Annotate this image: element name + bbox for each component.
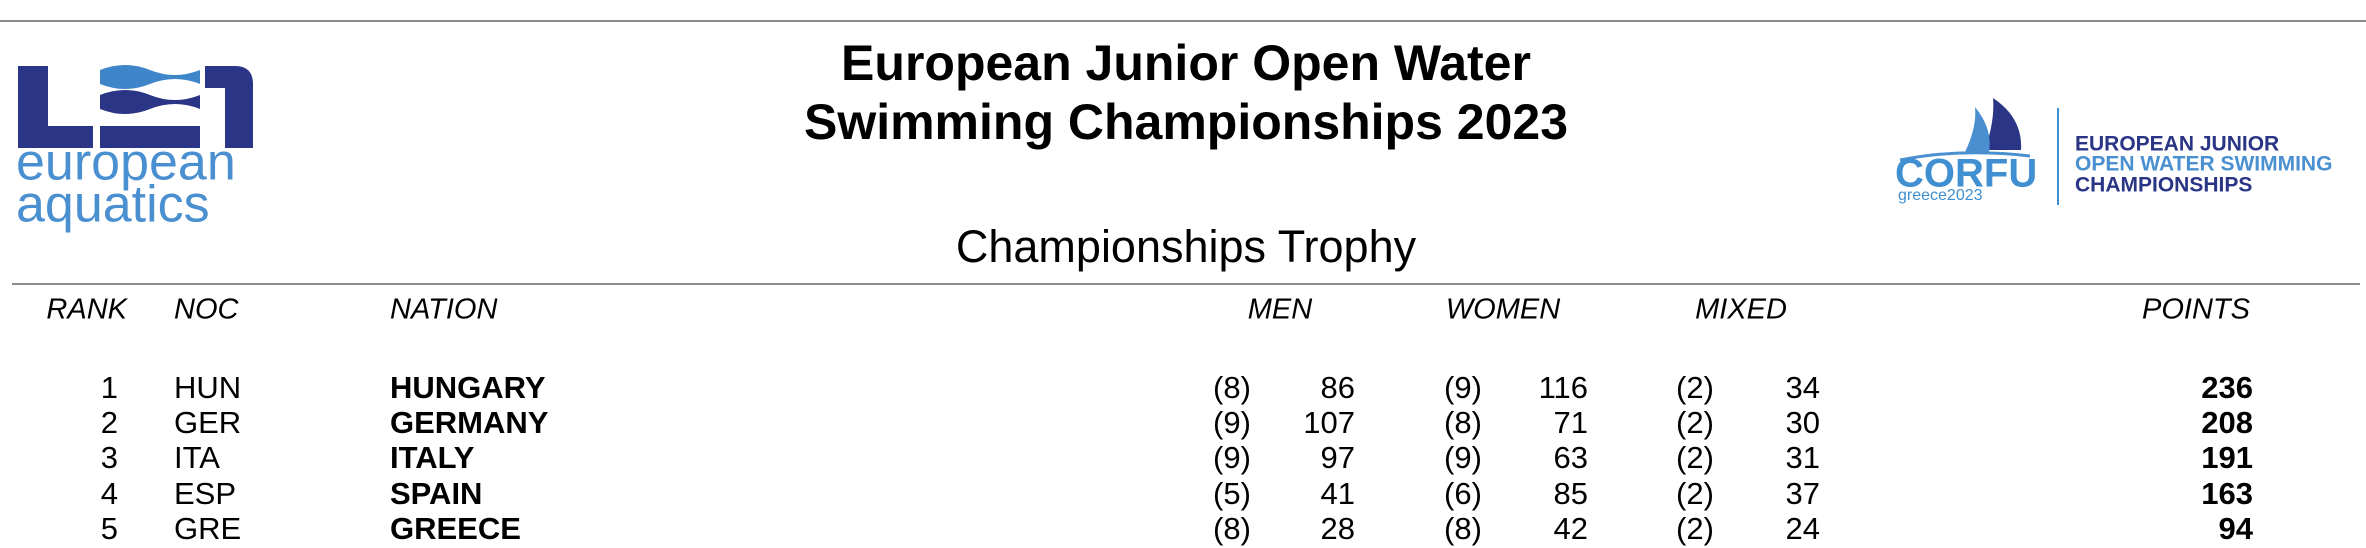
table-cell: (8) xyxy=(1444,405,1482,440)
table-cell: (6) xyxy=(1444,476,1482,511)
subtitle: Championships Trophy xyxy=(956,221,1417,272)
table-cell: HUN xyxy=(174,370,241,405)
table-cell: 163 xyxy=(2201,476,2253,511)
title: European Junior Open Water xyxy=(841,35,1531,91)
logo-text: greece2023 xyxy=(1898,187,1983,204)
table-cell: (2) xyxy=(1676,440,1714,475)
table-cell: (9) xyxy=(1444,440,1482,475)
table-cell: 28 xyxy=(1321,511,1355,546)
table-cell: 3 xyxy=(101,440,118,475)
table-cell: 86 xyxy=(1321,370,1355,405)
table-cell: 34 xyxy=(1786,370,1820,405)
table-cell: (8) xyxy=(1213,511,1251,546)
logo-text: OPEN WATER SWIMMING xyxy=(2075,153,2332,176)
logo-text: european xyxy=(16,134,236,192)
column-header: NOC xyxy=(174,294,240,326)
table: RANK NOC NATION MEN WOMEN MIXED POINTS 1 HUN HUNG… xyxy=(46,294,2253,547)
table-cell: 107 xyxy=(1303,405,1355,440)
table-cell: (9) xyxy=(1213,440,1251,475)
table-cell: ITALY xyxy=(390,440,475,475)
column-header: POINTS xyxy=(2142,294,2251,326)
logo-text: aquatics xyxy=(16,176,210,234)
table-cell: 31 xyxy=(1786,440,1820,475)
table-cell: 208 xyxy=(2201,405,2253,440)
table-cell: GREECE xyxy=(390,511,521,546)
table-cell: 30 xyxy=(1786,405,1820,440)
table-cell: GERMANY xyxy=(390,405,549,440)
logo-text: EUROPEAN JUNIOR xyxy=(2075,133,2279,156)
logo-text: CORFU xyxy=(1895,152,2037,196)
table-cell: 42 xyxy=(1554,511,1588,546)
table-cell: (5) xyxy=(1213,476,1251,511)
table-cell: 5 xyxy=(101,511,118,546)
table-cell: 63 xyxy=(1554,440,1588,475)
table-cell: (9) xyxy=(1444,370,1482,405)
table-cell: 37 xyxy=(1786,476,1820,511)
title: Swimming Championships 2023 xyxy=(804,94,1568,150)
table-cell: 1 xyxy=(101,370,118,405)
table-cell: 85 xyxy=(1554,476,1588,511)
table-cell: 236 xyxy=(2201,370,2253,405)
table-cell: ESP xyxy=(174,476,236,511)
table-cell: GRE xyxy=(174,511,241,546)
table-cell: HUNGARY xyxy=(390,370,546,405)
table-cell: 191 xyxy=(2201,440,2253,475)
table-cell: (2) xyxy=(1676,476,1714,511)
table-cell: (2) xyxy=(1676,405,1714,440)
table-cell: ITA xyxy=(174,440,220,475)
table-cell: GER xyxy=(174,405,241,440)
table-cell: 41 xyxy=(1321,476,1355,511)
table-cell: (2) xyxy=(1676,370,1714,405)
table-cell: (2) xyxy=(1676,511,1714,546)
table-cell: (9) xyxy=(1213,405,1251,440)
column-header: NATION xyxy=(390,294,497,326)
corfu-logo: CORFU greece2023 EUROPEAN JUNIOR OPEN WA… xyxy=(1895,98,2332,205)
table-cell: SPAIN xyxy=(390,476,482,511)
table-cell: (8) xyxy=(1213,370,1251,405)
len-logo: european aquatics xyxy=(16,65,253,234)
table-cell: 97 xyxy=(1321,440,1355,475)
table-cell: 71 xyxy=(1554,405,1588,440)
table-cell: 2 xyxy=(101,405,118,440)
table-cell: 4 xyxy=(101,476,118,511)
column-header: MIXED xyxy=(1695,294,1787,326)
table-cell: 116 xyxy=(1539,370,1588,405)
logo-text: CHAMPIONSHIPS xyxy=(2075,174,2252,197)
column-header: RANK xyxy=(46,294,128,326)
table-cell: (8) xyxy=(1444,511,1482,546)
column-header: WOMEN xyxy=(1446,294,1560,326)
column-header: MEN xyxy=(1248,294,1313,326)
table-cell: 94 xyxy=(2219,511,2254,546)
table-cell: 24 xyxy=(1786,511,1820,546)
